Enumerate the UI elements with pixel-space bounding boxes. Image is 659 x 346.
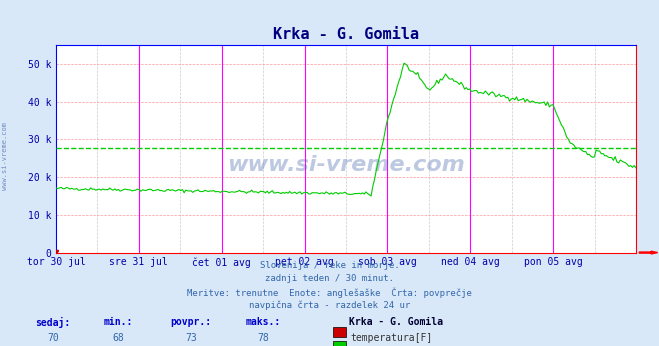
Text: Slovenija / reke in morje.: Slovenija / reke in morje. — [260, 261, 399, 270]
Text: 70: 70 — [47, 333, 59, 343]
Text: sedaj:: sedaj: — [35, 317, 71, 328]
Text: 78: 78 — [258, 333, 270, 343]
Text: www.si-vreme.com: www.si-vreme.com — [227, 155, 465, 175]
Text: www.si-vreme.com: www.si-vreme.com — [2, 122, 9, 190]
Text: 73: 73 — [185, 333, 197, 343]
Text: 68: 68 — [113, 333, 125, 343]
Text: Meritve: trenutne  Enote: anglešaške  Črta: povprečje: Meritve: trenutne Enote: anglešaške Črta… — [187, 288, 472, 298]
Text: Krka - G. Gomila: Krka - G. Gomila — [349, 317, 444, 327]
Text: temperatura[F]: temperatura[F] — [351, 333, 433, 343]
Text: navpična črta - razdelek 24 ur: navpična črta - razdelek 24 ur — [249, 301, 410, 310]
Text: povpr.:: povpr.: — [171, 317, 212, 327]
Text: min.:: min.: — [104, 317, 133, 327]
Text: maks.:: maks.: — [246, 317, 281, 327]
Title: Krka - G. Gomila: Krka - G. Gomila — [273, 27, 419, 43]
Text: zadnji teden / 30 minut.: zadnji teden / 30 minut. — [265, 274, 394, 283]
